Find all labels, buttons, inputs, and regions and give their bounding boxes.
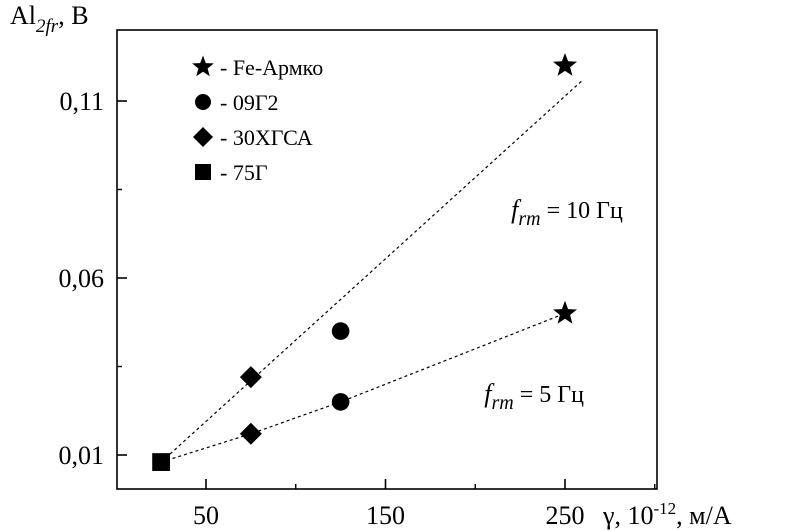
y-axis-title-sub: 2fr — [36, 16, 59, 37]
circle-icon — [195, 94, 211, 110]
star-icon — [192, 55, 214, 77]
data-point-star — [553, 300, 577, 324]
x-axis-title: γ, 10-12, м/А — [602, 499, 732, 530]
legend-label: - Fe-Армко — [220, 55, 323, 80]
annotation-sub: rm — [491, 392, 513, 414]
diamond-icon — [193, 127, 213, 147]
data-point-circle — [331, 322, 350, 340]
legend-label: - 30ХГСА — [220, 125, 313, 150]
plot-frame — [116, 29, 658, 490]
trend-lines — [160, 79, 584, 463]
x-axis-title-suffix: , м/А — [676, 501, 732, 530]
legend: - Fe-Армко - 09Г2 - 30ХГСА - 75Г — [192, 55, 323, 185]
x-tick-label: 250 — [546, 501, 585, 530]
x-tick-label: 150 — [366, 501, 405, 530]
frequency-annotation: frm = 10 Гц — [511, 195, 623, 230]
data-point-diamond — [239, 366, 262, 389]
y-tick-label: 0,01 — [59, 441, 105, 470]
square-icon — [195, 164, 211, 180]
annotation-sub: rm — [518, 208, 540, 230]
data-points — [152, 53, 577, 471]
annotation-f: f — [511, 195, 522, 224]
y-tick-label: 0,11 — [59, 87, 104, 116]
axis-ticks: 50 150 250 0,01 0,06 0,11 — [59, 87, 656, 530]
x-tick-label: 50 — [193, 501, 219, 530]
x-axis-title-prefix: γ, 10 — [602, 501, 654, 530]
y-axis-title: Al2fr, В — [10, 1, 89, 37]
data-point-circle — [331, 393, 350, 411]
y-axis-title-suffix: , В — [58, 1, 88, 30]
legend-label: - 09Г2 — [220, 90, 279, 115]
x-axis-title-sup: -12 — [654, 499, 677, 518]
y-axis-title-prefix: Al — [10, 1, 36, 30]
legend-label: - 75Г — [220, 160, 268, 185]
annotation-rest: = 10 Гц — [541, 198, 623, 224]
trend-line-5hz — [160, 312, 566, 463]
data-point-star — [553, 53, 577, 76]
y-tick-label: 0,06 — [59, 264, 105, 293]
data-point-square — [152, 453, 170, 471]
annotation-rest: = 5 Гц — [514, 382, 584, 408]
frequency-annotation: frm = 5 Гц — [484, 379, 584, 414]
trend-line-10hz — [160, 79, 584, 463]
data-point-diamond — [239, 422, 262, 445]
annotation-f: f — [484, 379, 495, 408]
